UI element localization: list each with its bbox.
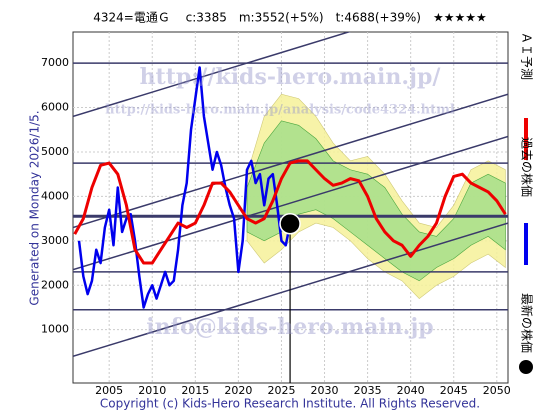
y-tick-label: 4000 bbox=[41, 189, 69, 202]
x-tick-label: 2045 bbox=[440, 384, 468, 397]
y-tick-label: 3000 bbox=[41, 234, 69, 247]
legend-label: ＡＩ予測 bbox=[520, 32, 534, 80]
series-line bbox=[73, 159, 507, 265]
watermark: http://kids-hero.main.jp/analysis/code43… bbox=[105, 103, 455, 118]
chart-title: 4324=電通Ｇ c:3385 m:3552(+5%) t:4688(+39%)… bbox=[93, 11, 486, 25]
current-point bbox=[279, 212, 301, 235]
x-tick-label: 2030 bbox=[311, 384, 339, 397]
y-tick-label: 7000 bbox=[41, 56, 69, 69]
x-tick-label: 2035 bbox=[354, 384, 382, 397]
watermark: http://kids-hero.main.jp/ bbox=[140, 64, 442, 90]
x-tick-label: 2005 bbox=[95, 384, 123, 397]
copyright: Copyright (c) Kids-Hero Research Institu… bbox=[100, 397, 480, 411]
y-tick-label: 1000 bbox=[41, 323, 69, 336]
overlay-layer bbox=[279, 212, 301, 383]
x-tick-label: 2010 bbox=[138, 384, 166, 397]
x-tick-label: 2015 bbox=[181, 384, 209, 397]
legend-swatch bbox=[519, 360, 533, 374]
y-tick-label: 2000 bbox=[41, 278, 69, 291]
x-tick-label: 2020 bbox=[224, 384, 252, 397]
generated-label: Generated on Monday 2026/1/5. bbox=[28, 110, 42, 305]
legend-label: 過去の株価 bbox=[520, 137, 535, 197]
channel-line bbox=[73, 32, 352, 118]
y-tick-label: 6000 bbox=[41, 101, 69, 114]
watermark: info@kids-hero.main.jp bbox=[146, 314, 433, 340]
x-tick-label: 2050 bbox=[483, 384, 511, 397]
x-tick-label: 2025 bbox=[267, 384, 295, 397]
series-line bbox=[77, 66, 292, 309]
x-tick-label: 2040 bbox=[397, 384, 425, 397]
y-tick-label: 5000 bbox=[41, 145, 69, 158]
channel-line bbox=[73, 93, 508, 229]
channel-line bbox=[73, 135, 508, 271]
legend-label: 最新の株価 bbox=[520, 293, 535, 353]
